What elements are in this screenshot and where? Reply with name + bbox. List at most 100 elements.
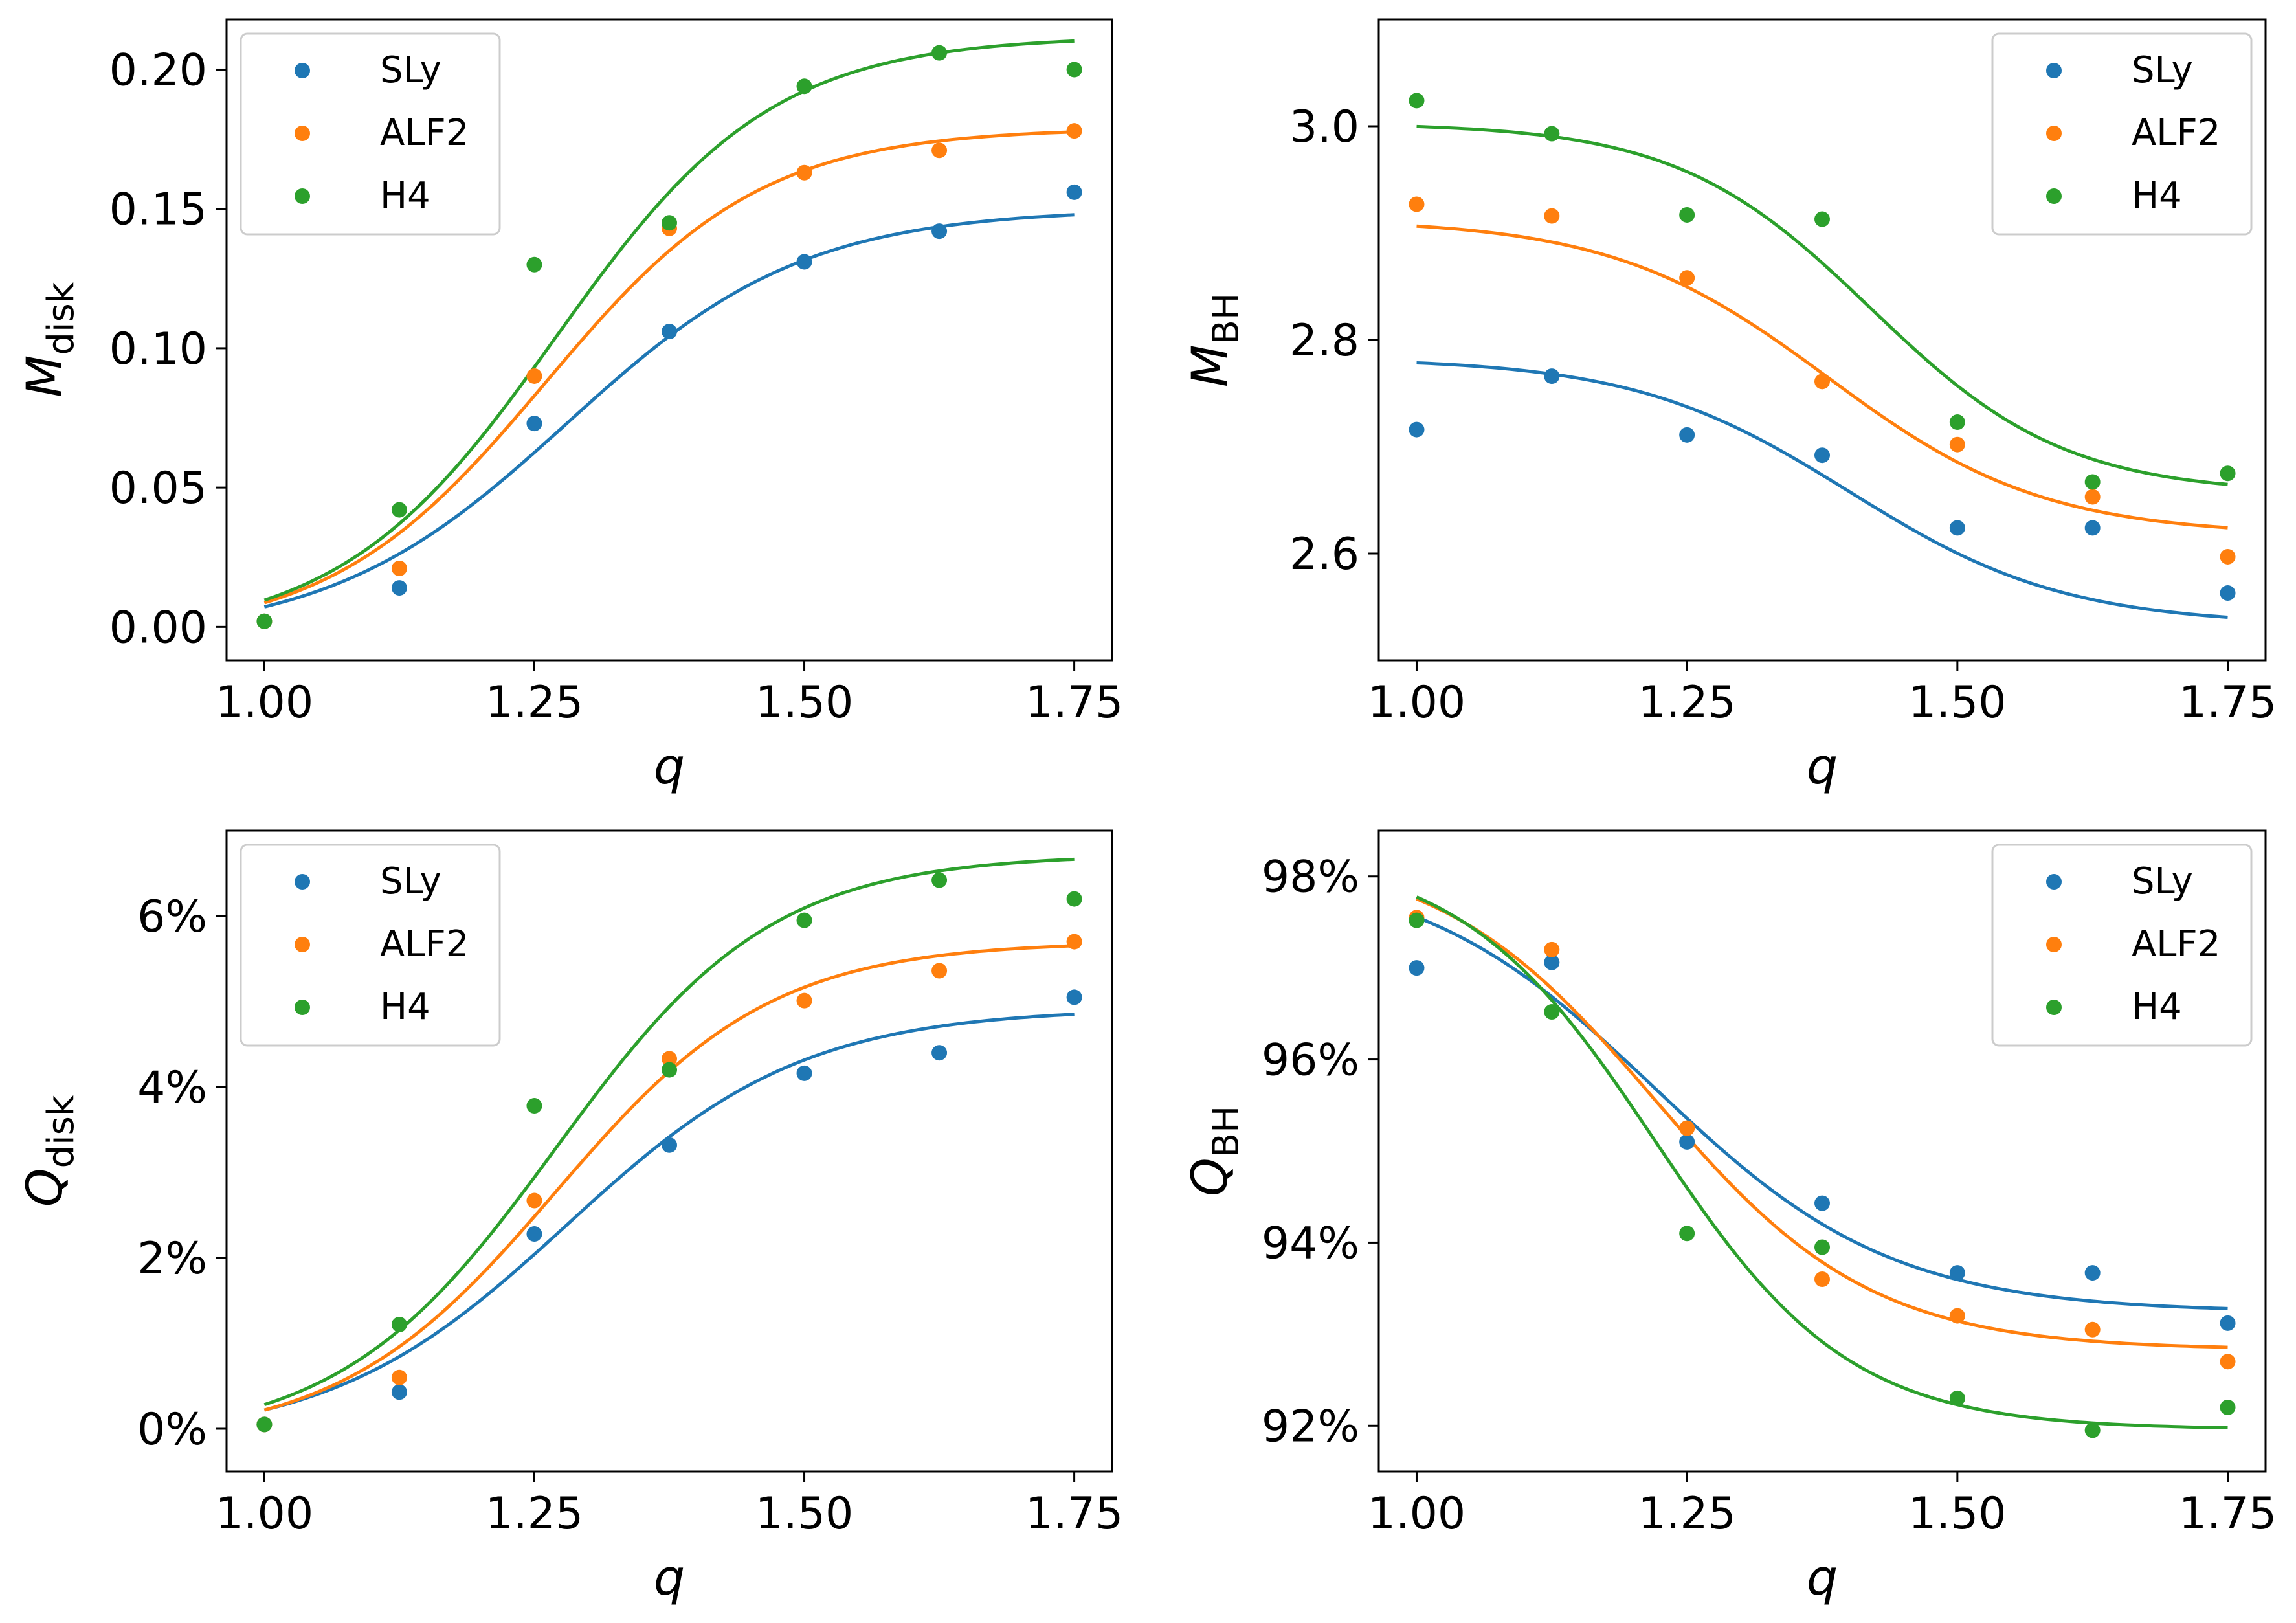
x-tick-label: 1.25 <box>1638 677 1735 728</box>
x-tick-label: 1.00 <box>1368 1488 1466 1539</box>
legend-label-h4: H4 <box>2132 986 2182 1028</box>
y-tick-label: 2% <box>137 1233 207 1284</box>
x-tick-label: 1.00 <box>216 1488 313 1539</box>
data-point-sly <box>931 223 948 240</box>
legend-box <box>240 844 501 1047</box>
data-point-alf2 <box>1814 1271 1830 1287</box>
data-point-h4 <box>796 78 812 95</box>
data-point-h4 <box>1409 912 1425 928</box>
data-point-h4 <box>1679 1226 1695 1242</box>
legend: SLy ALF2 H4 <box>1991 32 2253 236</box>
data-point-alf2 <box>1679 1120 1695 1136</box>
x-tick-label: 1.25 <box>1638 1488 1735 1539</box>
data-point-h4 <box>1544 126 1560 142</box>
data-point-h4 <box>2220 465 2236 482</box>
data-point-h4 <box>931 872 948 888</box>
data-point-alf2 <box>2084 489 2101 505</box>
y-tick-label: 4% <box>137 1062 207 1114</box>
x-tick-label: 1.25 <box>485 677 583 728</box>
x-tick-label: 1.25 <box>485 1488 583 1539</box>
data-point-h4 <box>526 256 542 273</box>
x-tick-label: 1.75 <box>2179 677 2277 728</box>
fit-line-alf2 <box>263 130 1075 605</box>
data-point-h4 <box>1949 1390 1965 1406</box>
data-point-sly <box>2220 585 2236 601</box>
data-point-h4 <box>931 45 948 61</box>
fit-line-alf2 <box>1416 224 2228 530</box>
data-point-sly <box>1409 960 1425 976</box>
data-point-h4 <box>391 502 407 518</box>
legend-marker-alf2 <box>2046 937 2062 952</box>
data-point-sly <box>2084 520 2101 536</box>
data-point-alf2 <box>1949 1308 1965 1324</box>
data-point-alf2 <box>1066 123 1082 139</box>
plot-frame <box>225 18 1113 662</box>
x-axis-label: q <box>1807 1549 1838 1606</box>
data-point-h4 <box>2084 1422 2101 1438</box>
legend-marker-sly <box>295 874 310 890</box>
data-point-sly <box>1949 1265 1965 1281</box>
y-axis-label: Qdisk <box>16 1095 82 1207</box>
plot-frame <box>225 829 1113 1473</box>
data-point-alf2 <box>1949 436 1965 453</box>
data-point-sly <box>526 1226 542 1242</box>
data-point-sly <box>1949 520 1965 536</box>
legend-label-sly: SLy <box>380 860 441 902</box>
chart-panel-2: 1.00 1.25 1.50 1.75 2.6 2.8 3.0 q MBH SLy ALF2 H4 <box>1181 18 2277 795</box>
legend-label-sly: SLy <box>2132 860 2193 902</box>
data-point-sly <box>662 324 677 340</box>
y-axis-subscript: disk <box>40 1095 82 1168</box>
data-point-alf2 <box>526 368 542 384</box>
y-axis-subscript: BH <box>1205 1106 1247 1158</box>
y-tick-label: 0% <box>137 1404 207 1455</box>
data-point-alf2 <box>1409 196 1425 212</box>
data-point-h4 <box>2084 474 2101 490</box>
y-axis-subscript: BH <box>1205 293 1247 345</box>
data-point-sly <box>1409 421 1425 438</box>
data-point-alf2 <box>1679 270 1695 286</box>
y-tick-label: 0.10 <box>109 324 207 375</box>
data-point-h4 <box>256 1416 273 1433</box>
legend-marker-sly <box>2046 874 2062 890</box>
y-tick-label: 3.0 <box>1289 102 1359 153</box>
data-point-sly <box>1066 989 1082 1005</box>
data-point-alf2 <box>2084 1321 2101 1338</box>
data-point-h4 <box>796 912 812 928</box>
x-tick-label: 1.75 <box>1025 1488 1123 1539</box>
y-axis-symbol: Q <box>16 1168 73 1207</box>
y-tick-label: 0.05 <box>109 463 207 514</box>
y-axis-symbol: M <box>16 355 73 398</box>
data-point-sly <box>391 580 407 596</box>
y-tick-label: 2.8 <box>1289 315 1359 366</box>
x-tick-label: 1.50 <box>1908 1488 2006 1539</box>
data-point-sly <box>662 1137 677 1153</box>
legend-label-h4: H4 <box>2132 175 2182 217</box>
legend-label-alf2: ALF2 <box>380 923 469 965</box>
data-point-alf2 <box>1814 374 1830 390</box>
x-tick-label: 1.75 <box>2179 1488 2277 1539</box>
data-point-h4 <box>1679 207 1695 223</box>
y-axis-label: QBH <box>1181 1106 1247 1196</box>
plot-frame <box>1377 829 2267 1473</box>
y-axis-subscript: disk <box>40 282 82 355</box>
data-point-alf2 <box>1544 941 1560 957</box>
data-point-sly <box>1544 954 1560 970</box>
y-tick-label: 0.20 <box>109 45 207 96</box>
legend-box <box>240 32 501 236</box>
chart-panel-1: 1.00 1.25 1.50 1.75 0.00 0.05 0.10 0.15 0.20 q Mdi… <box>16 18 1123 795</box>
legend-label-alf2: ALF2 <box>2132 112 2220 154</box>
data-point-sly <box>526 416 542 432</box>
data-point-h4 <box>1066 62 1082 78</box>
x-tick-label: 1.00 <box>216 677 313 728</box>
data-point-alf2 <box>931 142 948 159</box>
data-point-alf2 <box>662 1051 677 1067</box>
legend-marker-h4 <box>2046 1000 2062 1015</box>
chart-panel-3: 1.00 1.25 1.50 1.75 0% 2% 4% 6% q Qdisk SLy ALF2 H4 <box>16 829 1123 1606</box>
data-point-h4 <box>1066 891 1082 907</box>
data-point-h4 <box>526 1098 542 1114</box>
data-point-alf2 <box>1544 208 1560 224</box>
data-point-alf2 <box>391 1369 407 1385</box>
fit-line-sly <box>1416 915 2228 1310</box>
data-point-sly <box>1544 368 1560 385</box>
